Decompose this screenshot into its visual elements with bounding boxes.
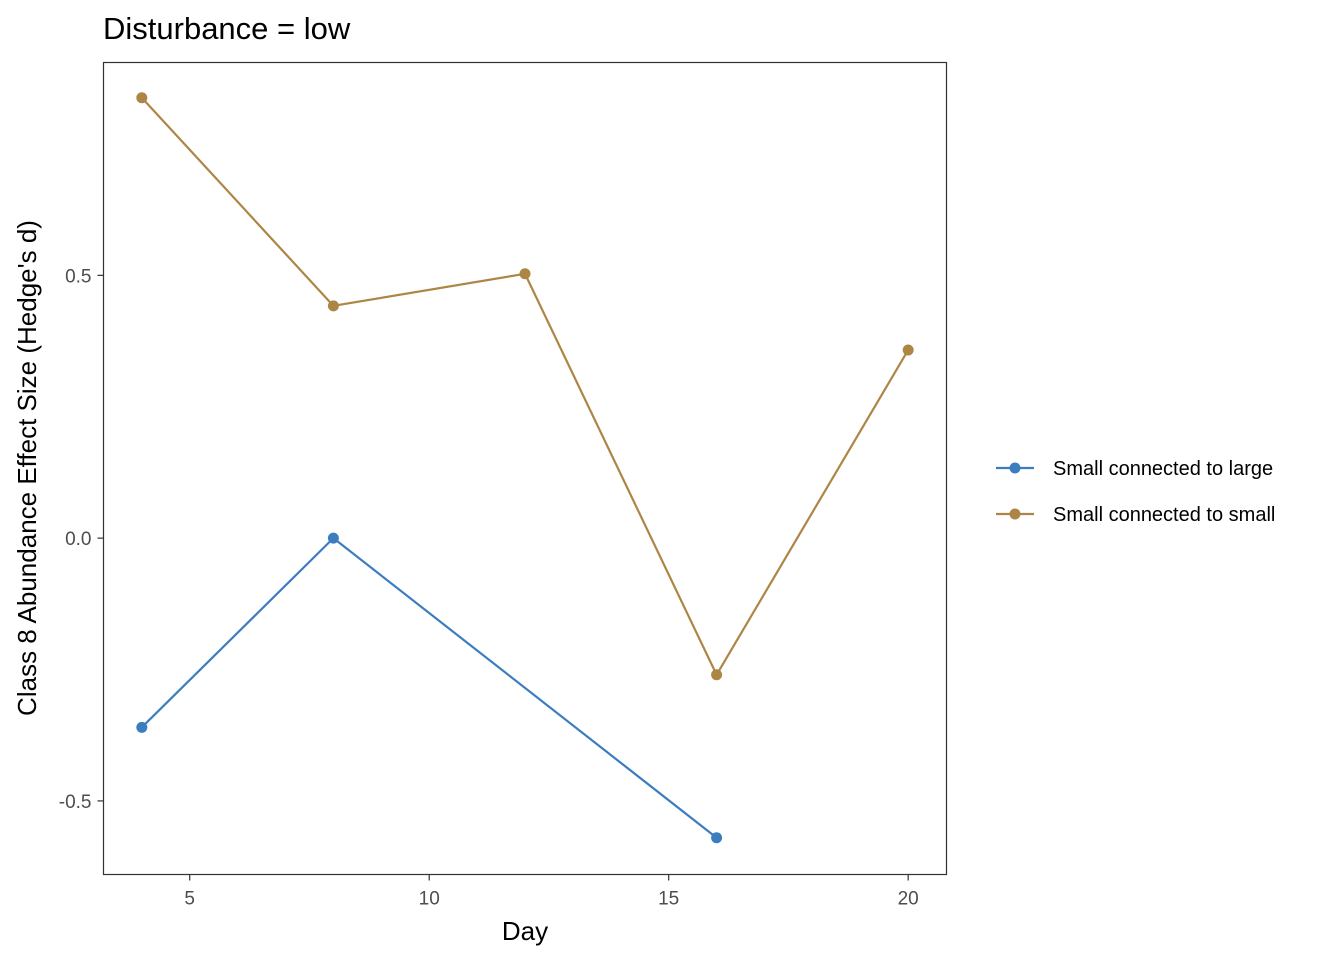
x-axis: 5 10 15 20 [184,874,919,910]
y-tick-label: 0.5 [65,266,91,287]
plot-panel [102,61,948,876]
series-layer [136,92,914,844]
legend-item: Small connected to small [996,504,1275,526]
data-point [519,268,531,280]
data-point [711,669,723,681]
legend-item: Small connected to large [996,458,1273,480]
x-tick-label: 5 [184,889,195,910]
y-tick-label: 0.0 [65,529,91,550]
data-point [136,721,148,733]
data-point [711,832,723,844]
data-point [327,532,339,544]
legend-key-point [1009,508,1021,520]
legend-key-point [1009,462,1021,474]
y-axis: -0.5 0.0 0.5 [59,266,104,813]
x-tick-label: 20 [898,889,919,910]
chart-title: Disturbance = low [103,11,351,46]
legend-label: Small connected to large [1053,458,1273,480]
data-point [902,344,914,356]
x-tick-label: 10 [419,889,440,910]
data-point [136,92,148,104]
x-axis-title: Day [502,916,548,946]
legend: Small connected to large Small connected … [996,458,1275,526]
y-axis-title: Class 8 Abundance Effect Size (Hedge's d… [12,220,42,716]
legend-label: Small connected to small [1053,504,1275,526]
data-point [327,300,339,312]
x-tick-label: 15 [658,889,679,910]
y-tick-label: -0.5 [59,792,92,813]
